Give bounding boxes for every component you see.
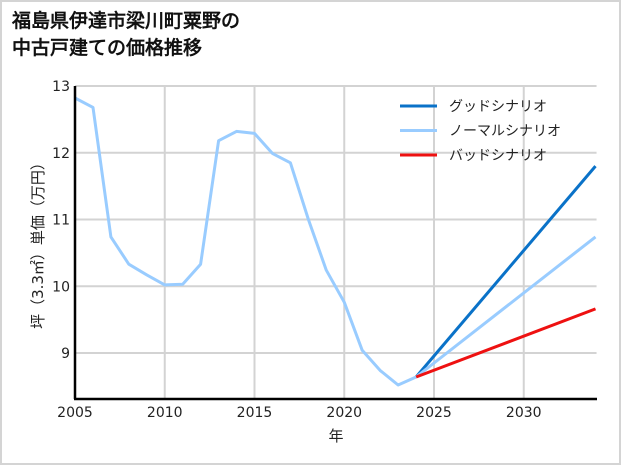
y-tick-label: 9 — [61, 346, 70, 362]
axes — [73, 86, 597, 401]
x-axis-label: 年 — [328, 427, 343, 445]
x-tick-label: 2015 — [237, 405, 273, 421]
legend-label: ノーマルシナリオ — [449, 124, 561, 140]
series-line-1 — [414, 165, 597, 378]
y-tick-label: 11 — [52, 213, 70, 229]
x-tick-label: 2020 — [326, 405, 362, 421]
series-line-3 — [415, 307, 597, 379]
y-axis-label: 坪（3.3㎡）単価（万円） — [29, 155, 47, 329]
legend-label: グッドシナリオ — [449, 99, 547, 115]
chart-title-line2: 中古戸建ての価格推移 — [12, 37, 203, 59]
x-tick-label: 2010 — [147, 405, 183, 421]
x-tick-label: 2005 — [57, 405, 93, 421]
series-line-0 — [74, 96, 417, 387]
series-line-2 — [415, 235, 597, 379]
tick-labels: 2005 2010 2015 2020 2025 2030 9 10 11 12 13 — [52, 79, 541, 421]
x-tick-label: 2025 — [416, 405, 452, 421]
chart-title-line1: 福島県伊達市梁川町粟野の — [12, 10, 241, 32]
y-tick-label: 13 — [52, 79, 70, 95]
chart-title: 福島県伊達市梁川町粟野の 中古戸建ての価格推移 — [12, 8, 240, 62]
gridlines — [75, 85, 597, 399]
data-lines — [74, 96, 597, 387]
x-tick-label: 2030 — [506, 405, 542, 421]
y-tick-label: 10 — [52, 279, 70, 295]
legend-label: バッドシナリオ — [449, 148, 547, 164]
y-tick-label: 12 — [52, 146, 70, 162]
